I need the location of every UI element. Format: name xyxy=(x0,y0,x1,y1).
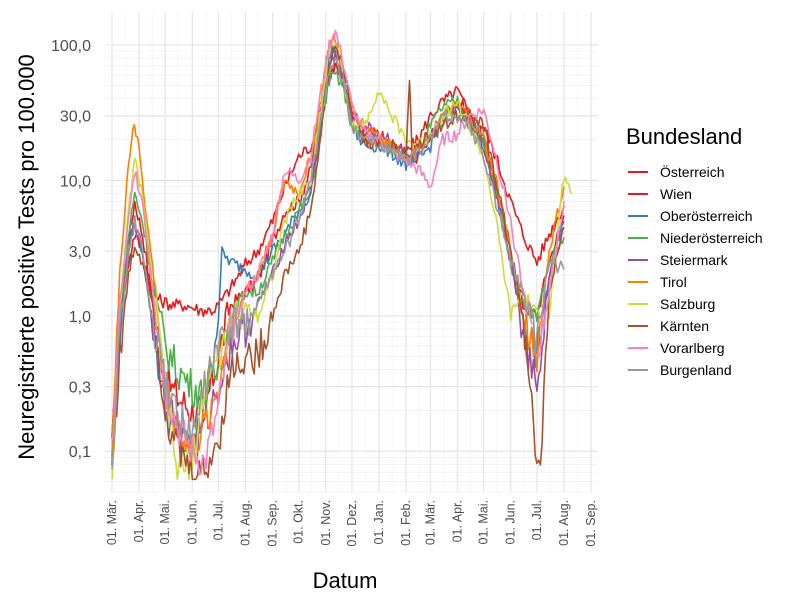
legend-label: Vorarlberg xyxy=(660,340,725,356)
legend-label: Steiermark xyxy=(660,252,729,268)
grid-lines xyxy=(105,12,598,493)
legend-label: Oberösterreich xyxy=(660,208,753,224)
legend-label: Kärnten xyxy=(660,318,709,334)
legend-label: Niederösterreich xyxy=(660,230,763,246)
x-tick-label: 01. Nov. xyxy=(319,500,333,546)
series-lines xyxy=(111,29,573,481)
series-line xyxy=(111,45,565,481)
legend-label: Österreich xyxy=(660,163,725,180)
legend-item: Salzburg xyxy=(628,296,715,312)
legend-item: Kärnten xyxy=(628,318,709,334)
y-tick-label: 1,0 xyxy=(69,309,91,326)
x-tick-label: 01. Apr. xyxy=(451,500,465,542)
series-line xyxy=(111,29,565,476)
x-tick-label: 01. Feb. xyxy=(399,500,413,546)
x-tick-label: 01. Aug. xyxy=(557,500,571,546)
x-tick-label: 01. Jul. xyxy=(211,500,225,540)
x-tick-label: 01. Apr. xyxy=(132,500,146,542)
series-line xyxy=(111,62,565,466)
legend-label: Salzburg xyxy=(660,296,715,312)
legend-item: Vorarlberg xyxy=(628,340,725,356)
y-tick-label: 0,3 xyxy=(69,380,91,397)
y-tick-label: 100,0 xyxy=(51,38,91,55)
x-tick-label: 01. Jun. xyxy=(504,500,518,544)
x-tick-label: 01. Mai. xyxy=(158,500,172,544)
series-line xyxy=(111,33,565,457)
legend-item: Oberösterreich xyxy=(628,208,753,224)
y-tick-label: 30,0 xyxy=(60,109,91,126)
x-tick-label: 01. Sep. xyxy=(266,500,280,547)
x-axis-ticks: 01. Mär. 01. Apr. 01. Mai. 01. Jun. 01. Jul.… xyxy=(105,500,598,547)
y-tick-label: 10,0 xyxy=(60,173,91,190)
x-tick-label: 01. Jan. xyxy=(372,500,386,544)
x-tick-label: 01. Dez. xyxy=(345,500,359,547)
legend-item: Burgenland xyxy=(628,362,732,378)
series-line xyxy=(111,42,573,481)
y-tick-label: 3,0 xyxy=(69,244,91,261)
x-tick-label: 01. Okt. xyxy=(292,500,306,544)
y-tick-label: 0,1 xyxy=(69,444,91,461)
legend-label: Wien xyxy=(660,186,692,202)
legend-label: Tirol xyxy=(660,274,687,290)
series-line xyxy=(111,57,565,470)
x-tick-label: 01. Jun. xyxy=(185,500,199,544)
legend-item: Wien xyxy=(628,186,692,202)
legend-item: Niederösterreich xyxy=(628,230,763,246)
y-axis-title: Neuregistrierte positive Tests pro 100.0… xyxy=(14,54,39,460)
legend-label: Burgenland xyxy=(660,362,732,378)
x-tick-label: 01. Sep. xyxy=(584,500,598,547)
legend-item: Österreich xyxy=(628,163,725,180)
x-tick-label: 01. Aug. xyxy=(238,500,252,546)
x-tick-label: 01. Mär. xyxy=(423,500,437,545)
legend-item: Steiermark xyxy=(628,252,729,268)
legend-title: Bundesland xyxy=(626,124,742,149)
x-axis-title: Datum xyxy=(313,568,378,593)
x-tick-label: 01. Mai. xyxy=(477,500,491,544)
legend-item: Tirol xyxy=(628,274,687,290)
y-axis-ticks: 0,1 0,3 1,0 3,0 10,0 30,0 100,0 xyxy=(51,38,91,461)
x-tick-label: 01. Mär. xyxy=(105,500,119,545)
x-tick-label: 01. Jul. xyxy=(530,500,544,540)
legend: Bundesland Österreich Wien Oberösterreich N… xyxy=(626,124,763,378)
